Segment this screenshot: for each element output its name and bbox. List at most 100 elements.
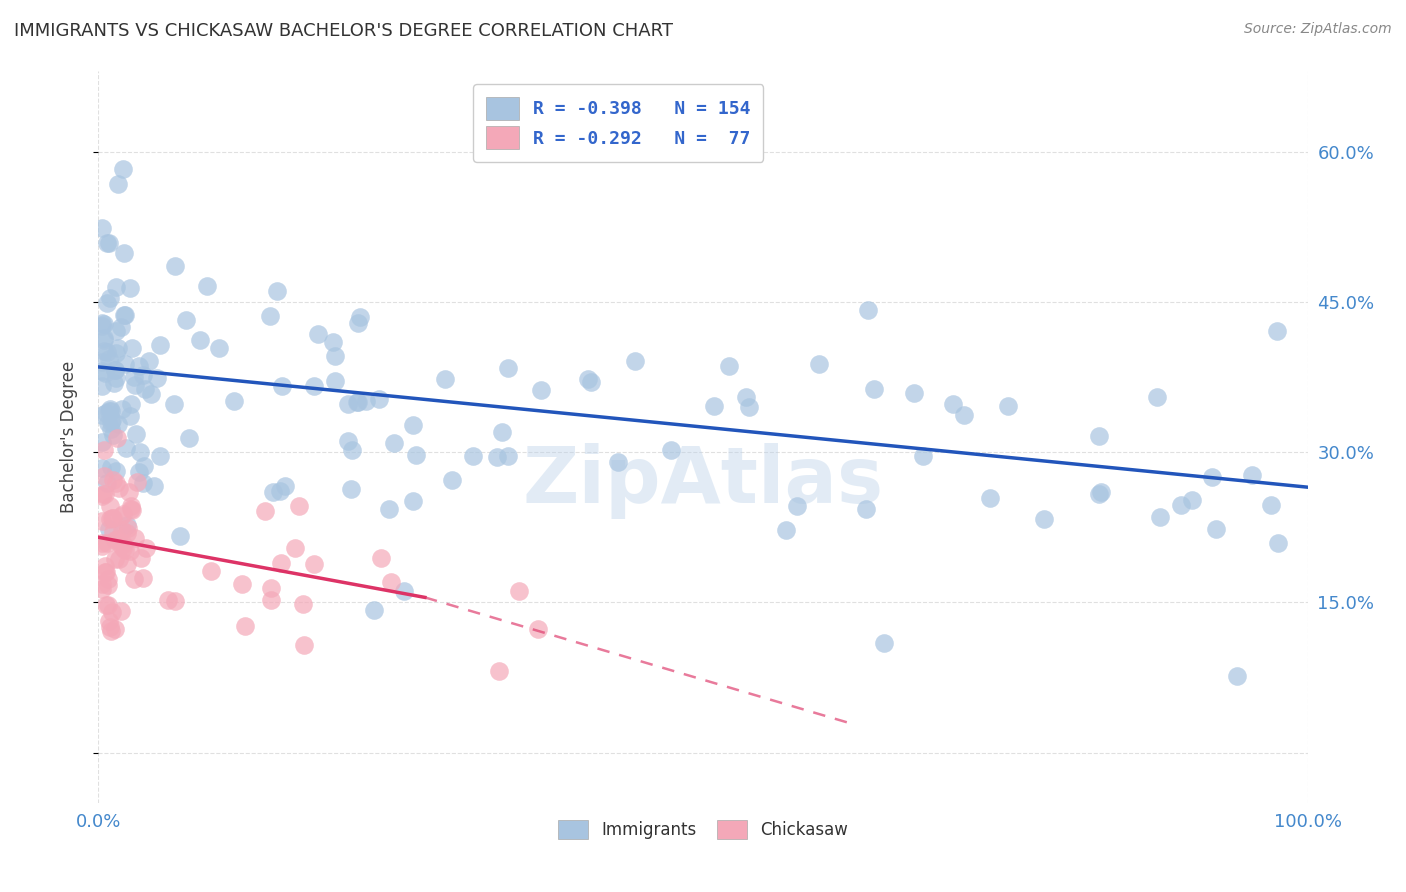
- Point: [94, 566, 117, 580]
- Point: [496, 449, 519, 463]
- Point: [134, 382, 156, 396]
- Point: [111, 523, 134, 537]
- Point: [104, 371, 127, 385]
- Point: [347, 316, 370, 330]
- Point: [260, 593, 283, 607]
- Point: [91, 489, 114, 503]
- Point: [107, 177, 129, 191]
- Point: [115, 442, 138, 456]
- Point: [1032, 512, 1054, 526]
- Point: [91, 355, 114, 369]
- Point: [121, 502, 143, 516]
- Point: [129, 550, 152, 565]
- Point: [145, 370, 167, 384]
- Point: [91, 577, 114, 591]
- Point: [114, 357, 136, 371]
- Point: [103, 511, 125, 525]
- Point: [104, 346, 127, 360]
- Point: [96, 536, 118, 550]
- Point: [606, 455, 628, 469]
- Point: [91, 316, 114, 330]
- Point: [91, 461, 114, 475]
- Point: [253, 503, 276, 517]
- Point: [93, 344, 115, 359]
- Point: [94, 598, 117, 612]
- Point: [139, 386, 162, 401]
- Point: [107, 417, 129, 431]
- Point: [111, 541, 134, 556]
- Point: [94, 406, 117, 420]
- Point: [110, 508, 132, 523]
- Point: [942, 397, 965, 411]
- Point: [405, 448, 427, 462]
- Point: [441, 474, 464, 488]
- Point: [208, 342, 231, 356]
- Point: [340, 482, 363, 496]
- Point: [135, 541, 157, 555]
- Point: [112, 537, 135, 551]
- Point: [91, 536, 114, 550]
- Point: [526, 622, 548, 636]
- Point: [1240, 467, 1263, 482]
- Point: [96, 235, 118, 250]
- Text: IMMIGRANTS VS CHICKASAW BACHELOR'S DEGREE CORRELATION CHART: IMMIGRANTS VS CHICKASAW BACHELOR'S DEGRE…: [14, 22, 673, 40]
- Point: [98, 512, 121, 526]
- Y-axis label: Bachelor's Degree: Bachelor's Degree: [59, 361, 77, 513]
- Point: [129, 445, 152, 459]
- Point: [98, 619, 121, 633]
- Point: [124, 377, 146, 392]
- Point: [98, 614, 121, 628]
- Point: [231, 576, 253, 591]
- Point: [738, 400, 761, 414]
- Point: [112, 309, 135, 323]
- Point: [96, 344, 118, 359]
- Point: [270, 557, 292, 571]
- Point: [91, 515, 114, 529]
- Point: [461, 449, 484, 463]
- Point: [856, 303, 879, 318]
- Point: [110, 604, 132, 618]
- Point: [97, 236, 120, 251]
- Point: [195, 278, 218, 293]
- Point: [93, 333, 115, 347]
- Point: [288, 500, 311, 514]
- Point: [367, 392, 389, 406]
- Point: [91, 319, 114, 334]
- Point: [97, 572, 120, 586]
- Point: [94, 565, 117, 579]
- Point: [128, 359, 150, 373]
- Point: [120, 397, 142, 411]
- Point: [101, 605, 124, 619]
- Point: [108, 481, 131, 495]
- Point: [703, 400, 725, 414]
- Point: [93, 317, 115, 331]
- Point: [120, 281, 142, 295]
- Point: [101, 524, 124, 539]
- Point: [340, 443, 363, 458]
- Point: [103, 376, 125, 390]
- Point: [104, 363, 127, 377]
- Point: [855, 502, 877, 516]
- Point: [100, 404, 122, 418]
- Point: [337, 434, 360, 449]
- Point: [97, 416, 120, 430]
- Point: [97, 522, 120, 536]
- Point: [1267, 536, 1289, 550]
- Point: [1149, 510, 1171, 524]
- Point: [125, 427, 148, 442]
- Point: [307, 326, 329, 341]
- Point: [169, 529, 191, 543]
- Point: [1260, 499, 1282, 513]
- Point: [93, 469, 115, 483]
- Point: [114, 543, 136, 558]
- Point: [104, 533, 127, 547]
- Point: [112, 246, 135, 260]
- Legend: Immigrants, Chickasaw: Immigrants, Chickasaw: [551, 814, 855, 846]
- Point: [115, 557, 138, 571]
- Point: [100, 422, 122, 436]
- Point: [1265, 324, 1288, 338]
- Point: [110, 537, 132, 551]
- Point: [165, 594, 187, 608]
- Point: [107, 341, 129, 355]
- Point: [496, 360, 519, 375]
